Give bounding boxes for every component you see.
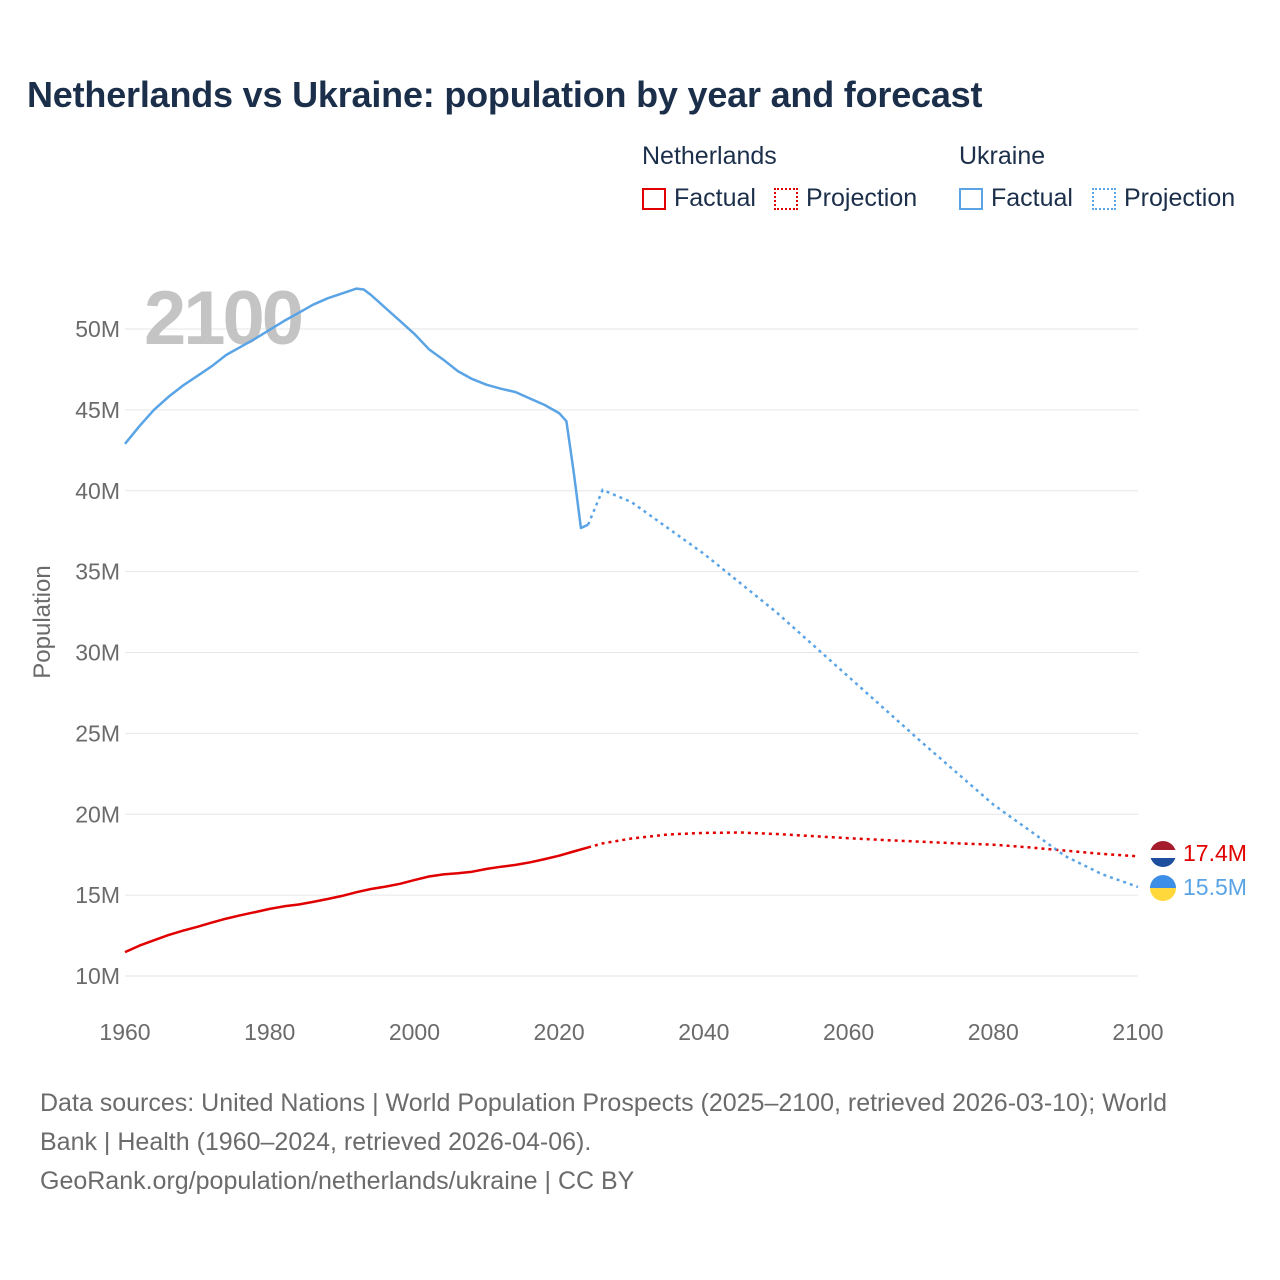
legend-netherlands-factual[interactable]: Factual [642,184,756,213]
y-tick-label: 45M [75,397,120,423]
y-tick-label: 15M [75,882,120,908]
data-sources: Data sources: United Nations | World Pop… [40,1084,1240,1201]
y-axis: 10M 15M 20M 25M 30M 35M 40M 45M 50M [75,316,120,989]
netherlands-factual-line [124,846,589,954]
ukraine-factual-line [124,287,589,530]
x-tick-label: 1980 [244,1019,295,1045]
x-tick-label: 1960 [99,1019,150,1045]
legend-swatch-solid-icon [959,187,983,210]
y-axis-label: Population [29,565,56,678]
x-tick-label: 2040 [678,1019,729,1045]
legend-netherlands-projection-label: Projection [806,184,918,212]
legend-netherlands-projection[interactable]: Projection [774,184,917,213]
netherlands-end-label: 17.4M [1183,840,1247,866]
sources-line-2: Bank | Health (1960–2024, retrieved 2026… [40,1128,592,1156]
x-tick-label: 2020 [534,1019,585,1045]
y-tick-label: 30M [75,640,120,666]
gridlines [125,328,1138,977]
legend-swatch-solid-icon [642,187,666,210]
chart-title: Netherlands vs Ukraine: population by ye… [27,74,983,115]
legend-ukraine-projection-label: Projection [1124,184,1236,212]
legend-ukraine-factual-label: Factual [991,184,1073,212]
x-tick-label: 2080 [968,1019,1019,1045]
ukraine-projection-line [586,488,1139,889]
y-tick-label: 10M [75,963,120,989]
legend-ukraine-projection[interactable]: Projection [1092,184,1235,213]
y-tick-label: 40M [75,478,120,504]
x-axis: 1960 1980 2000 2020 2040 2060 2080 2100 [99,1019,1163,1045]
ukraine-end-label: 15.5M [1183,874,1247,900]
sources-line-1: Data sources: United Nations | World Pop… [40,1089,1168,1117]
legend-netherlands-factual-label: Factual [674,184,756,212]
legend-group-netherlands: Netherlands [642,142,777,170]
y-tick-label: 25M [75,720,120,746]
legend-group-ukraine: Ukraine [959,142,1046,170]
year-watermark: 2100 [144,276,302,361]
x-tick-label: 2100 [1112,1019,1163,1045]
netherlands-flag-icon [1150,841,1176,867]
y-tick-label: 20M [75,801,120,827]
y-tick-label: 35M [75,559,120,585]
legend-swatch-dotted-icon [774,187,798,210]
x-tick-label: 2000 [389,1019,440,1045]
netherlands-projection-line [587,831,1139,858]
legend-ukraine-factual[interactable]: Factual [959,184,1073,213]
legend-swatch-dotted-icon [1092,187,1116,210]
y-tick-label: 50M [75,316,120,342]
sources-link[interactable]: GeoRank.org/population/netherlands/ukrai… [40,1167,635,1195]
series [124,287,1139,954]
x-tick-label: 2060 [823,1019,874,1045]
ukraine-flag-icon [1150,875,1176,901]
